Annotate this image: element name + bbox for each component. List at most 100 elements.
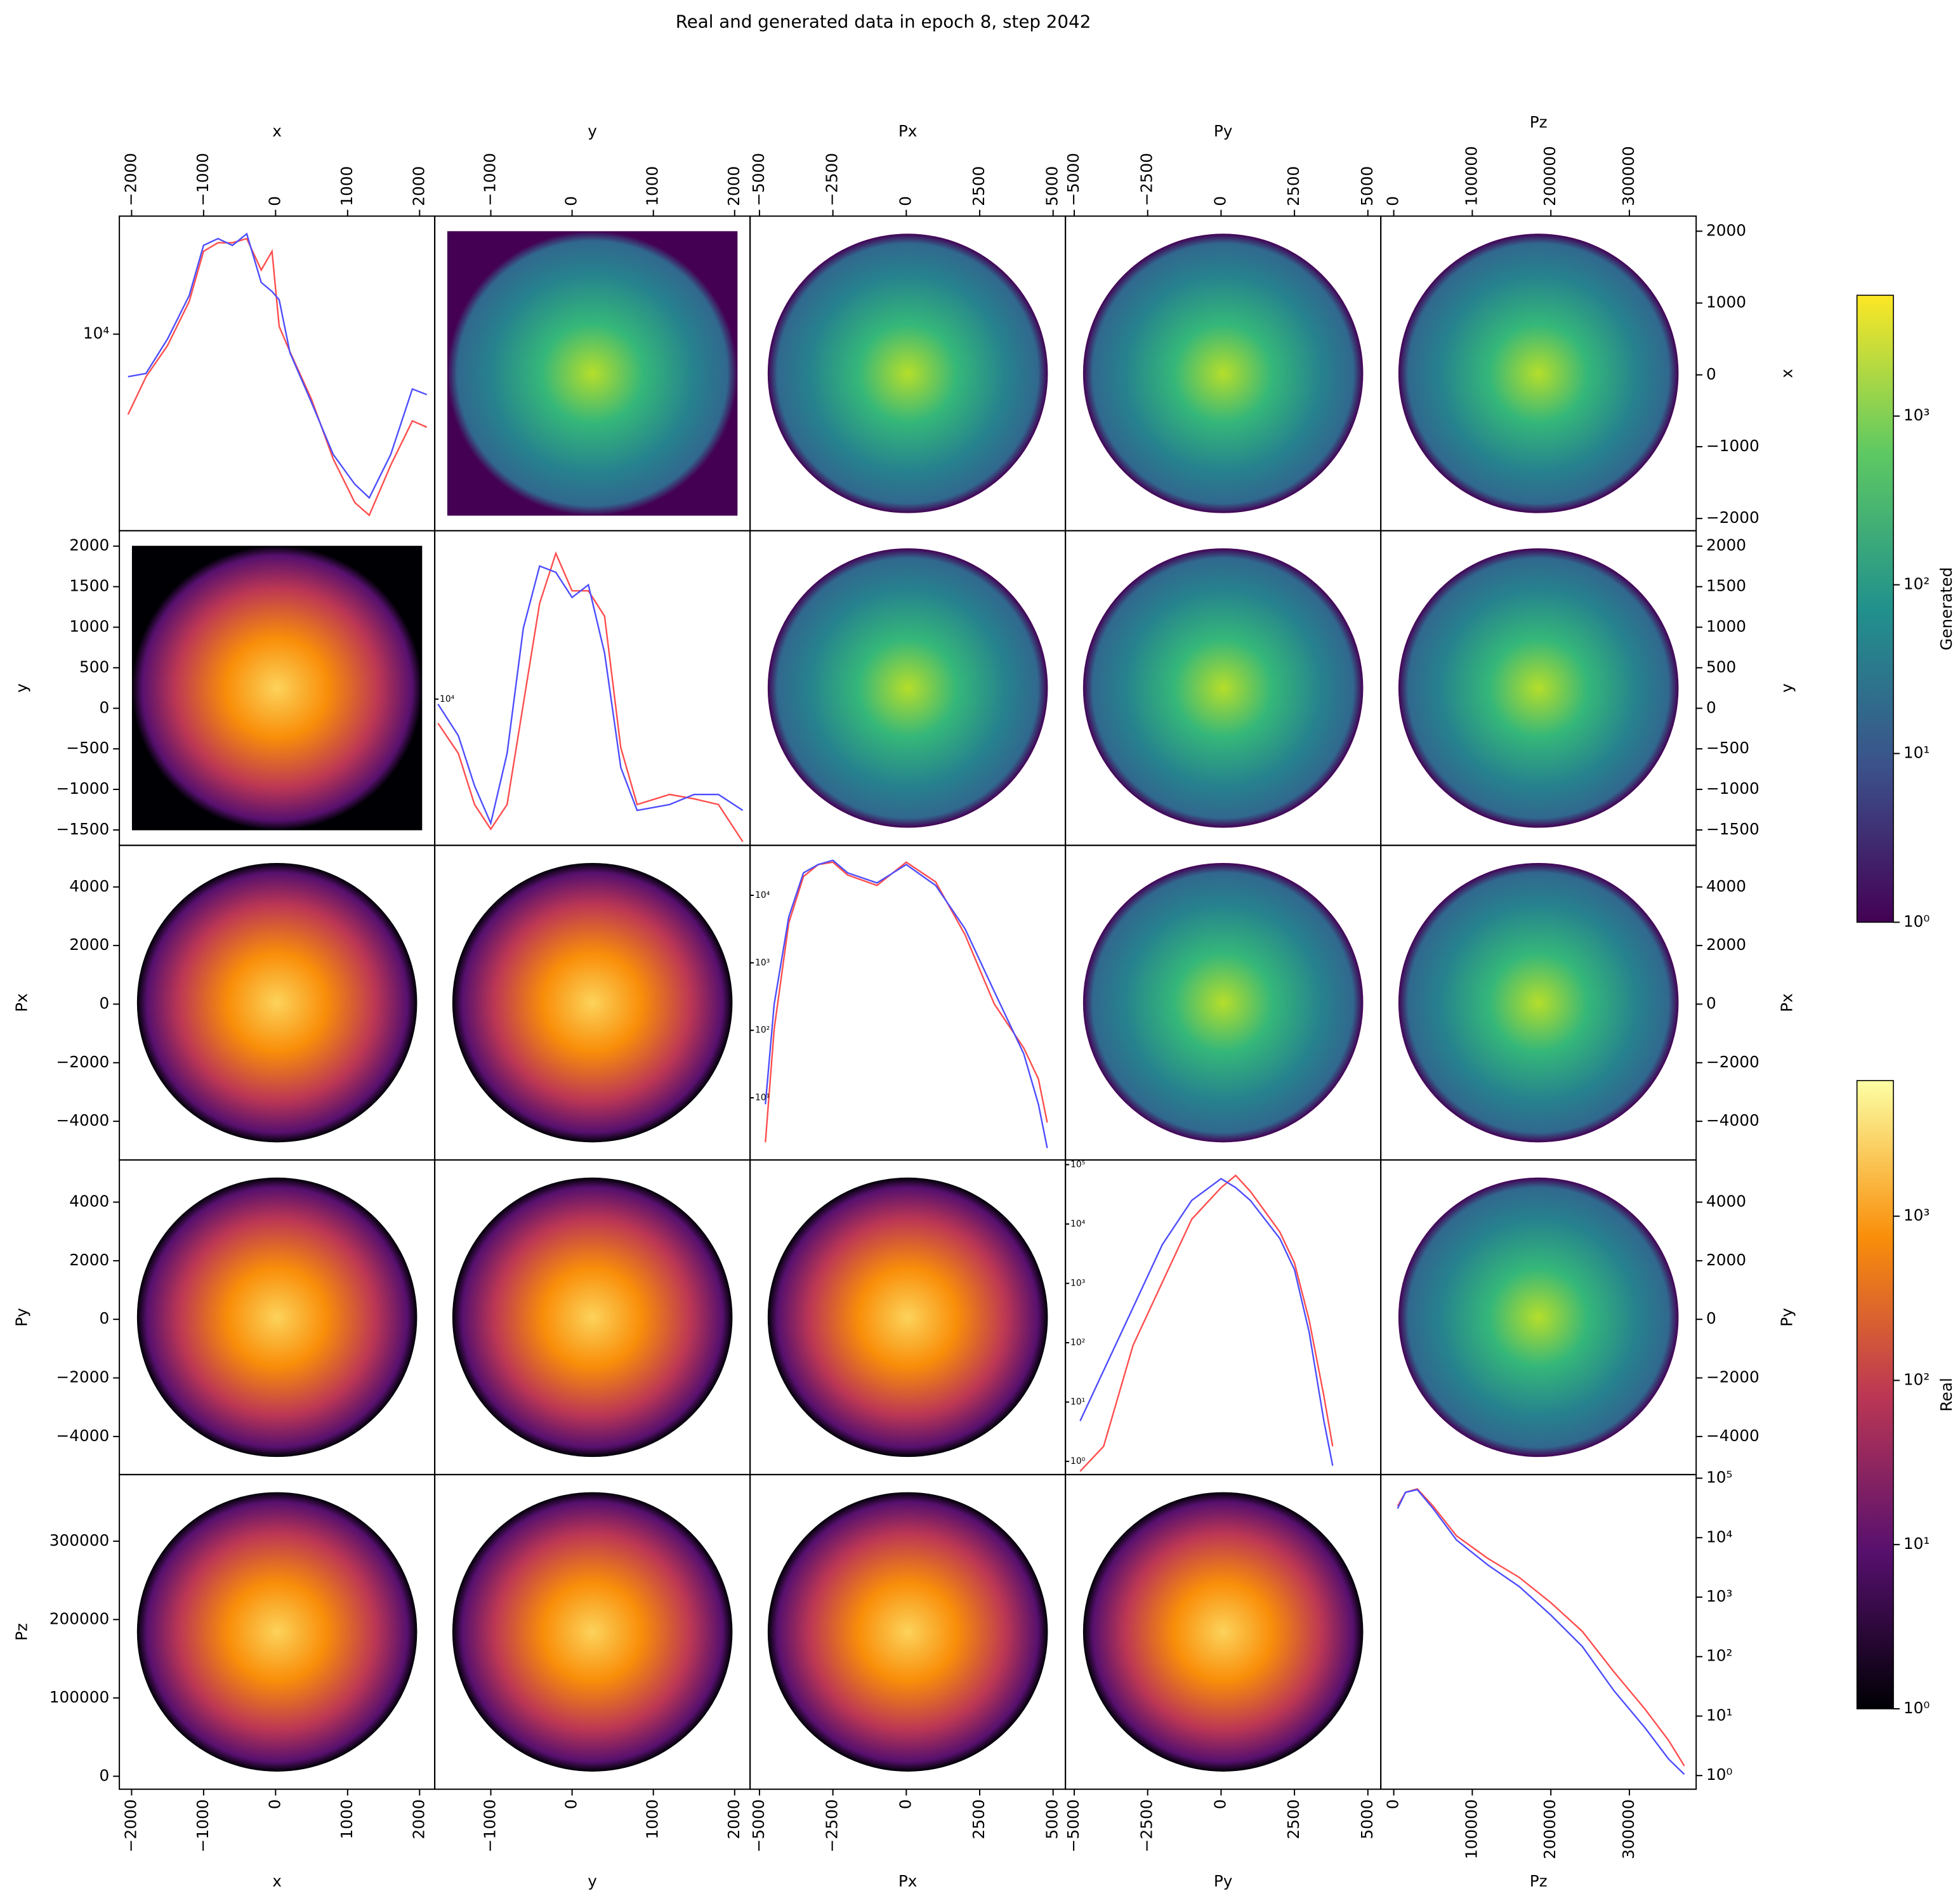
histogram-line: [128, 232, 428, 499]
tick-label: 2000: [725, 166, 743, 206]
tick-label: 10³: [1904, 406, 1930, 425]
axis-label: x: [272, 122, 282, 140]
heatmap: [452, 1492, 733, 1772]
tick-label: 4000: [69, 877, 109, 895]
tick-label: 10¹: [1904, 1534, 1930, 1553]
histogram-line: [437, 565, 744, 826]
tick-label: 10²: [1904, 575, 1930, 593]
tick-label: 10⁴: [440, 694, 455, 704]
tick-label: 2000: [409, 1800, 428, 1840]
tick-label: −1500: [56, 820, 110, 838]
tick-label: 2000: [69, 536, 109, 555]
heatmap: [1082, 548, 1364, 828]
tick-label: 5000: [1043, 166, 1062, 206]
axis-label: y: [588, 122, 597, 140]
tick-label: −2000: [121, 153, 140, 206]
tick-label: 1500: [69, 577, 109, 595]
tick-label: 0: [1384, 1800, 1402, 1810]
tick-label: 10⁰: [1904, 1699, 1930, 1717]
tick-label: −4000: [1706, 1426, 1759, 1445]
tick-label: −1000: [194, 1800, 212, 1853]
tick-label: −2000: [121, 1800, 140, 1853]
tick-label: 0: [562, 1800, 581, 1810]
tick-label: 2000: [69, 1251, 109, 1269]
heatmap: [1398, 1177, 1679, 1458]
tick-label: 0: [100, 698, 110, 716]
tick-label: 1000: [643, 166, 662, 206]
heatmap: [131, 546, 423, 831]
tick-label: −500: [66, 739, 109, 757]
histogram-line: [437, 551, 744, 843]
colorbar-label: Real: [1937, 1378, 1956, 1411]
tick-label: −2500: [823, 1800, 841, 1853]
tick-label: 1000: [1706, 617, 1746, 635]
tick-label: 0: [896, 196, 914, 206]
axis-label: Px: [898, 1872, 918, 1890]
tick-label: 0: [896, 1800, 914, 1810]
colorbar-label: Generated: [1937, 567, 1956, 650]
heatmap: [767, 234, 1048, 513]
tick-label: 10²: [1706, 1647, 1732, 1665]
tick-label: 10²: [755, 1025, 770, 1036]
tick-label: 100000: [49, 1688, 109, 1706]
tick-label: 10²: [1904, 1370, 1930, 1388]
tick-label: −5000: [749, 153, 768, 206]
panel-frame: [434, 530, 751, 846]
tick-label: 5000: [1358, 1800, 1376, 1840]
tick-label: 1000: [643, 1800, 662, 1840]
axis-label: Pz: [1530, 1872, 1548, 1890]
tick-label: 4000: [1706, 877, 1746, 895]
tick-label: 300000: [1619, 1800, 1638, 1859]
tick-label: 10⁵: [1070, 1159, 1085, 1169]
axis-label: y: [1778, 683, 1796, 693]
tick-label: 0: [1384, 196, 1402, 206]
tick-label: 2000: [725, 1800, 743, 1840]
tick-label: −500: [1706, 739, 1749, 757]
axis-label: Pz: [1530, 113, 1548, 131]
tick-label: −1500: [1706, 820, 1759, 838]
heatmap: [767, 548, 1048, 828]
histogram-line: [765, 859, 1048, 1149]
tick-label: 0: [1706, 994, 1716, 1012]
tick-label: 1000: [338, 166, 356, 206]
heatmap: [136, 1177, 418, 1458]
histogram-line: [1079, 1178, 1334, 1466]
tick-label: −4000: [56, 1426, 110, 1445]
tick-label: −5000: [1064, 1800, 1082, 1853]
tick-label: 100000: [1462, 146, 1480, 206]
heatmap: [1398, 234, 1679, 513]
tick-label: 200000: [1541, 1800, 1559, 1859]
histogram-line: [127, 237, 428, 517]
tick-label: 2000: [1706, 935, 1746, 954]
tick-label: 300000: [1619, 146, 1638, 206]
axis-label: Py: [1778, 1308, 1796, 1327]
tick-label: 10¹: [1706, 1706, 1732, 1724]
tick-label: 10⁵: [1706, 1468, 1732, 1487]
tick-label: −2000: [1706, 1368, 1759, 1386]
axis-label: Px: [1778, 993, 1796, 1012]
heatmap: [452, 862, 733, 1143]
tick-label: 1000: [69, 617, 109, 635]
tick-label: 0: [1211, 196, 1229, 206]
axis-label: Py: [13, 1308, 31, 1327]
histogram-line: [765, 861, 1048, 1143]
axis-label: y: [13, 683, 31, 693]
tick-label: 0: [1211, 1800, 1229, 1810]
colorbar: [1856, 294, 1894, 923]
tick-label: 2500: [1284, 166, 1303, 206]
heatmap: [1082, 234, 1364, 513]
tick-label: −1000: [1706, 437, 1759, 455]
tick-label: −2500: [1138, 1800, 1156, 1853]
tick-label: 10⁴: [1070, 1219, 1086, 1229]
axis-label: y: [588, 1872, 597, 1890]
tick-label: 2000: [69, 935, 109, 954]
tick-label: 10¹: [1070, 1397, 1085, 1407]
tick-label: 0: [100, 994, 110, 1012]
tick-label: 2500: [970, 166, 988, 206]
colorbar: [1856, 1080, 1894, 1709]
tick-label: 0: [1706, 698, 1716, 716]
axis-label: x: [272, 1872, 282, 1890]
tick-label: 1000: [1706, 293, 1746, 312]
tick-label: 10⁴: [1706, 1527, 1732, 1546]
